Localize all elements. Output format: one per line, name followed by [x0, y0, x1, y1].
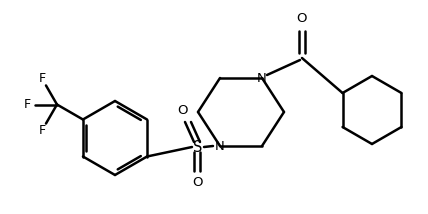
Text: O: O — [178, 104, 188, 116]
Text: N: N — [257, 71, 267, 85]
Text: S: S — [193, 140, 203, 155]
Text: F: F — [24, 98, 30, 111]
Text: N: N — [215, 140, 225, 153]
Text: O: O — [193, 177, 203, 190]
Text: F: F — [39, 72, 45, 85]
Text: F: F — [39, 124, 45, 137]
Text: O: O — [297, 12, 307, 24]
